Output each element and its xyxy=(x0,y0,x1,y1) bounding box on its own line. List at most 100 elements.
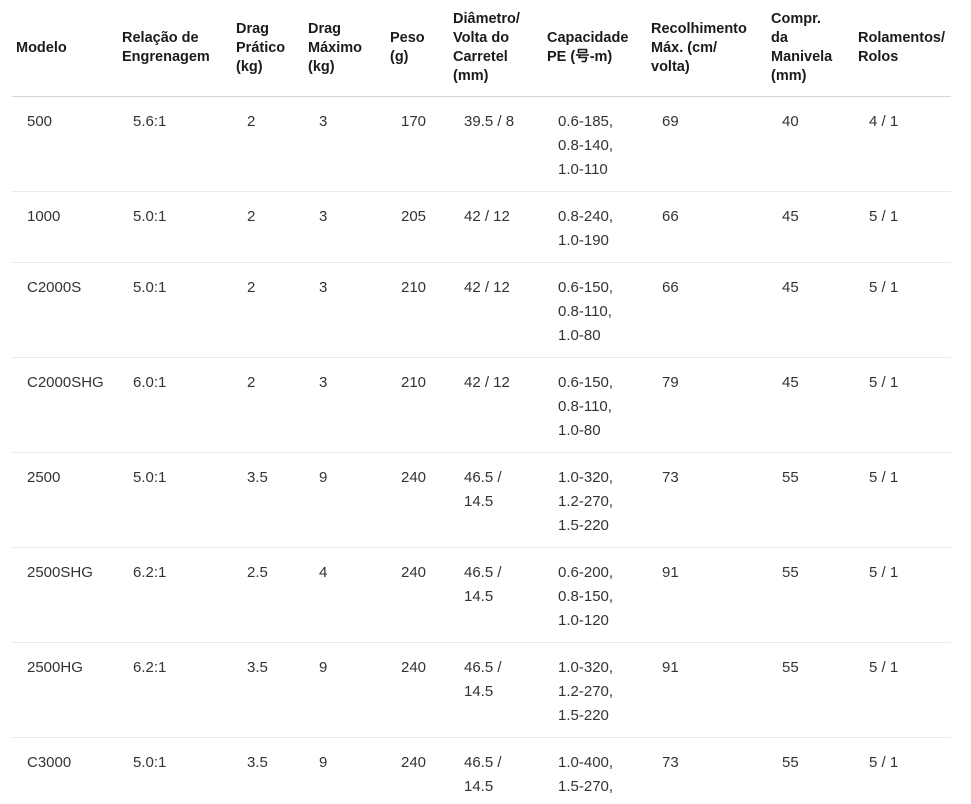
cell-diametro: 46.5 / 14.5 xyxy=(449,452,543,548)
cell-manivela: 55 xyxy=(767,547,854,643)
cell-rolamentos: 5 / 1 xyxy=(854,191,951,263)
cell-gear-ratio: 5.0:1 xyxy=(118,262,232,358)
cell-manivela: 55 xyxy=(782,754,799,771)
cell-recolhimento: 66 xyxy=(647,262,767,358)
cell-modelo: C2000SHG xyxy=(12,357,118,453)
cell-capacidade: 1.0-400, 1.5-270, 2.0-200 xyxy=(558,754,614,804)
table-header-row: Modelo Relação de Engrenagem Drag Prátic… xyxy=(12,0,951,97)
cell-diametro: 46.5 / 14.5 xyxy=(464,754,502,795)
cell-drag-maximo: 3 xyxy=(304,262,386,358)
cell-peso: 210 xyxy=(386,262,449,358)
cell-rolamentos: 5 / 1 xyxy=(854,262,951,358)
cell-recolhimento: 91 xyxy=(647,642,767,738)
cell-drag-maximo: 9 xyxy=(304,452,386,548)
col-header-rolamentos: Rolamentos/ Rolos xyxy=(854,0,951,97)
cell-peso: 205 xyxy=(386,191,449,263)
col-header-manivela: Compr. da Manivela (mm) xyxy=(767,0,854,97)
cell-capacidade: 0.6-185, 0.8-140, 1.0-110 xyxy=(543,96,647,192)
cell-diametro: 42 / 12 xyxy=(449,191,543,263)
col-header-drag-pratico: Drag Prático (kg) xyxy=(232,0,304,97)
cell-modelo: C3000 xyxy=(27,754,72,771)
cell-manivela: 45 xyxy=(767,357,854,453)
cell-gear-ratio: 6.2:1 xyxy=(118,642,232,738)
cell-modelo: 2500HG xyxy=(12,642,118,738)
cell-capacidade: 0.8-240, 1.0-190 xyxy=(543,191,647,263)
cell-modelo: 500 xyxy=(12,96,118,192)
cell-capacidade: 0.6-150, 0.8-110, 1.0-80 xyxy=(543,357,647,453)
table-row: 2500HG 6.2:1 3.5 9 240 46.5 / 14.5 1.0-3… xyxy=(12,642,951,738)
cell-modelo: C2000S xyxy=(12,262,118,358)
cell-drag-pratico: 3.5 xyxy=(232,452,304,548)
table-row: C2000S 5.0:1 2 3 210 42 / 12 0.6-150, 0.… xyxy=(12,262,951,358)
cell-drag-pratico: 2 xyxy=(232,96,304,192)
cell-recolhimento: 79 xyxy=(647,357,767,453)
cell-peso: 170 xyxy=(386,96,449,192)
cell-diametro: 42 / 12 xyxy=(449,262,543,358)
cell-recolhimento: 73 xyxy=(662,754,679,771)
cell-diametro: 46.5 / 14.5 xyxy=(449,547,543,643)
cell-peso: 240 xyxy=(401,754,427,771)
table-row: 500 5.6:1 2 3 170 39.5 / 8 0.6-185, 0.8-… xyxy=(12,96,951,192)
table-body: 500 5.6:1 2 3 170 39.5 / 8 0.6-185, 0.8-… xyxy=(12,96,951,804)
cell-drag-maximo: 4 xyxy=(304,547,386,643)
col-header-diametro: Diâmetro/ Volta do Carretel (mm) xyxy=(449,0,543,97)
cell-capacidade: 0.6-200, 0.8-150, 1.0-120 xyxy=(543,547,647,643)
cell-gear-ratio: 5.0:1 xyxy=(118,452,232,548)
cell-drag-maximo: 3 xyxy=(304,191,386,263)
cell-manivela: 45 xyxy=(767,262,854,358)
cell-manivela: 40 xyxy=(767,96,854,192)
cell-modelo: 2500SHG xyxy=(12,547,118,643)
cell-drag-pratico: 2 xyxy=(232,191,304,263)
cell-drag-pratico: 3.5 xyxy=(232,642,304,738)
cell-drag-maximo: 9 xyxy=(319,754,328,771)
cell-gear-ratio: 6.2:1 xyxy=(118,547,232,643)
col-header-gear-ratio: Relação de Engrenagem xyxy=(118,0,232,97)
col-header-drag-maximo: Drag Máximo (kg) xyxy=(304,0,386,97)
cell-rolamentos: 5 / 1 xyxy=(854,452,951,548)
cell-recolhimento: 69 xyxy=(647,96,767,192)
table-row: 2500 5.0:1 3.5 9 240 46.5 / 14.5 1.0-320… xyxy=(12,452,951,548)
col-header-modelo: Modelo xyxy=(12,0,118,97)
cell-rolamentos: 4 / 1 xyxy=(854,96,951,192)
cell-modelo: 2500 xyxy=(12,452,118,548)
cell-peso: 240 xyxy=(386,452,449,548)
cell-drag-pratico: 3.5 xyxy=(247,754,268,771)
cell-drag-maximo: 9 xyxy=(304,642,386,738)
cell-gear-ratio: 5.6:1 xyxy=(118,96,232,192)
table-row: 1000 5.0:1 2 3 205 42 / 12 0.8-240, 1.0-… xyxy=(12,191,951,263)
cell-rolamentos: 5 / 1 xyxy=(854,642,951,738)
cell-drag-maximo: 3 xyxy=(304,357,386,453)
cell-peso: 240 xyxy=(386,547,449,643)
table-header: Modelo Relação de Engrenagem Drag Prátic… xyxy=(12,0,951,97)
cell-diametro: 42 / 12 xyxy=(449,357,543,453)
cell-manivela: 55 xyxy=(767,452,854,548)
table-row: 2500SHG 6.2:1 2.5 4 240 46.5 / 14.5 0.6-… xyxy=(12,547,951,643)
cell-diametro: 39.5 / 8 xyxy=(449,96,543,192)
cell-capacidade: 0.6-150, 0.8-110, 1.0-80 xyxy=(543,262,647,358)
cell-drag-pratico: 2.5 xyxy=(232,547,304,643)
cell-drag-pratico: 2 xyxy=(232,262,304,358)
col-header-peso: Peso (g) xyxy=(386,0,449,97)
cell-rolamentos: 5 / 1 xyxy=(854,357,951,453)
cell-diametro: 46.5 / 14.5 xyxy=(449,642,543,738)
cell-rolamentos: 5 / 1 xyxy=(869,754,899,771)
cell-rolamentos: 5 / 1 xyxy=(854,547,951,643)
col-header-recolhimento: Recolhimento Máx. (cm/ volta) xyxy=(647,0,767,97)
cell-recolhimento: 91 xyxy=(647,547,767,643)
cell-recolhimento: 73 xyxy=(647,452,767,548)
cell-capacidade: 1.0-320, 1.2-270, 1.5-220 xyxy=(543,452,647,548)
cell-capacidade: 1.0-320, 1.2-270, 1.5-220 xyxy=(543,642,647,738)
cell-modelo: 1000 xyxy=(12,191,118,263)
cell-drag-pratico: 2 xyxy=(232,357,304,453)
cell-gear-ratio: 5.0:1 xyxy=(118,191,232,263)
cell-manivela: 55 xyxy=(767,642,854,738)
cell-gear-ratio: 6.0:1 xyxy=(118,357,232,453)
col-header-capacidade: Capacidade PE (号-m) xyxy=(543,0,647,97)
cell-drag-maximo: 3 xyxy=(304,96,386,192)
cell-gear-ratio: 5.0:1 xyxy=(133,754,167,771)
table-row: C2000SHG 6.0:1 2 3 210 42 / 12 0.6-150, … xyxy=(12,357,951,453)
cell-peso: 240 xyxy=(386,642,449,738)
cell-recolhimento: 66 xyxy=(647,191,767,263)
reel-spec-table: Modelo Relação de Engrenagem Drag Prátic… xyxy=(12,0,951,804)
cell-peso: 210 xyxy=(386,357,449,453)
